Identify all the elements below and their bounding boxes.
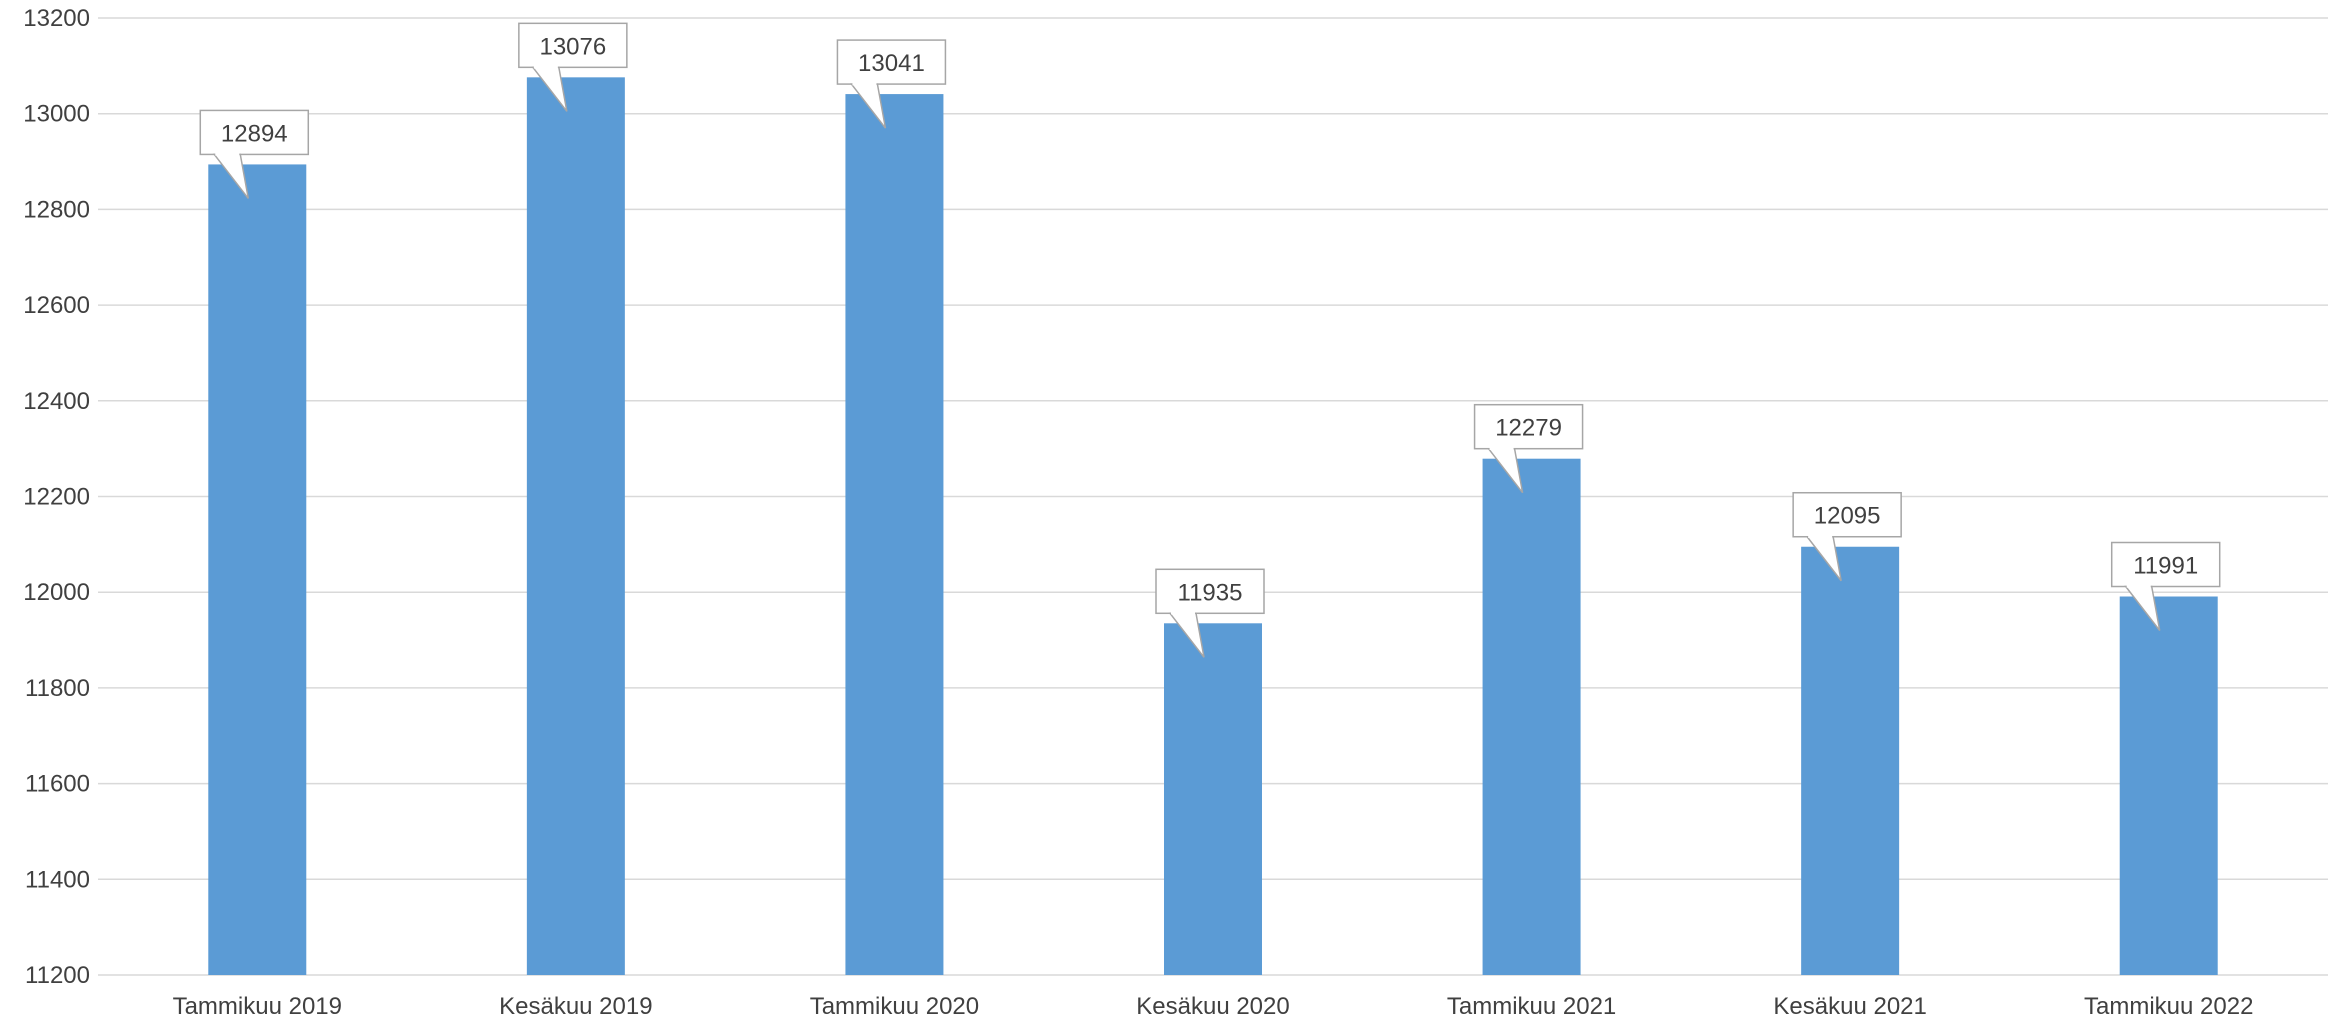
data-label: 13041 xyxy=(858,50,925,77)
bars xyxy=(208,77,2218,976)
y-tick-label: 12600 xyxy=(23,292,90,319)
bar xyxy=(526,77,625,976)
data-labels: 12894 13076 13041 11935 12279 12095 11991 xyxy=(199,22,2221,658)
data-label: 11935 xyxy=(1178,579,1243,606)
data-label: 12894 xyxy=(221,120,288,147)
data-label-box xyxy=(1155,568,1265,615)
y-tick-label: 11800 xyxy=(25,675,90,702)
data-label-box xyxy=(2110,541,2221,588)
y-tick-label: 11600 xyxy=(25,771,90,798)
data-label-callout: 13041 xyxy=(836,39,947,129)
bar xyxy=(1801,546,1900,975)
data-label-box xyxy=(1792,491,1902,538)
y-tick-label: 12000 xyxy=(23,579,90,606)
x-tick-label: Tammikuu 2020 xyxy=(810,993,979,1020)
bar xyxy=(1482,458,1581,975)
y-tick-label: 11400 xyxy=(25,866,90,893)
data-label: 12279 xyxy=(1495,415,1562,442)
data-label-callout: 13076 xyxy=(518,22,628,112)
bar xyxy=(208,164,307,975)
data-label-box xyxy=(836,39,947,85)
data-label-box xyxy=(518,22,628,69)
bar xyxy=(1164,623,1262,975)
y-tick-label: 12200 xyxy=(23,484,90,511)
data-label-box xyxy=(199,109,310,156)
data-label: 12095 xyxy=(1814,503,1881,530)
data-label-box xyxy=(1473,403,1584,450)
y-tick-label: 12800 xyxy=(23,196,90,223)
x-tick-label: Kesäkuu 2019 xyxy=(499,993,652,1020)
x-tick-label: Kesäkuu 2021 xyxy=(1773,993,1926,1020)
data-label: 13076 xyxy=(539,33,606,60)
y-tick-label: 13200 xyxy=(23,5,90,32)
x-tick-label: Kesäkuu 2020 xyxy=(1136,993,1289,1020)
x-tick-label: Tammikuu 2019 xyxy=(173,993,342,1020)
data-label-callout: 11991 xyxy=(2110,541,2221,631)
x-axis-tick-labels: Tammikuu 2019 Kesäkuu 2019 Tammikuu 2020 Ke… xyxy=(173,993,2254,1020)
x-tick-label: Tammikuu 2022 xyxy=(2084,993,2253,1020)
bar xyxy=(2119,596,2218,975)
data-label-callout: 12279 xyxy=(1473,403,1584,494)
data-label: 11991 xyxy=(2133,553,2198,580)
data-label-callout: 12894 xyxy=(199,109,310,199)
data-label-callout: 11935 xyxy=(1155,568,1265,658)
y-axis-tick-labels: 11200 11400 11600 11800 12000 12200 12400 12600… xyxy=(23,5,90,989)
y-tick-label: 11200 xyxy=(25,962,90,989)
y-tick-label: 13000 xyxy=(23,101,90,128)
bar xyxy=(845,94,944,976)
x-tick-label: Tammikuu 2021 xyxy=(1447,993,1616,1020)
y-tick-label: 12400 xyxy=(23,388,90,415)
data-label-callout: 12095 xyxy=(1792,491,1902,582)
